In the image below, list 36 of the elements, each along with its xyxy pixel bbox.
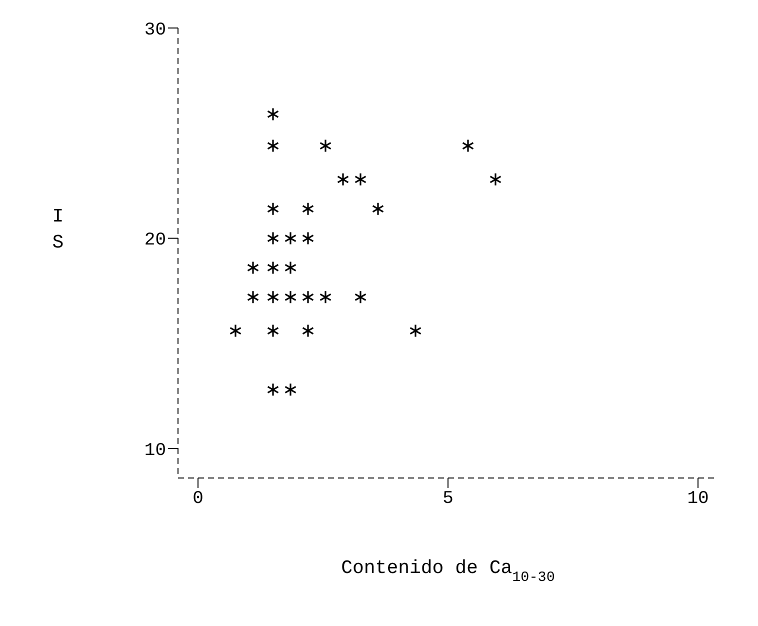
y-tick-label: 30 (144, 20, 166, 40)
point (302, 290, 314, 304)
point (409, 324, 422, 338)
x-tick-label: 0 (192, 488, 204, 509)
point (266, 260, 280, 275)
y-tick-label: 20 (144, 230, 166, 251)
point (266, 290, 280, 304)
point (266, 382, 280, 396)
point (284, 290, 297, 304)
point (489, 172, 502, 186)
point (302, 202, 314, 216)
point (266, 324, 280, 338)
point (354, 290, 367, 304)
point (372, 202, 384, 216)
point (266, 107, 280, 122)
point (319, 290, 332, 304)
x-axis-title: Contenido de Ca$_{10-30}$ (341, 557, 555, 586)
point (354, 172, 367, 186)
x-tick-label: 10 (687, 488, 709, 509)
point (319, 138, 332, 153)
point (284, 382, 297, 396)
point (462, 138, 474, 153)
point (246, 290, 260, 304)
point (302, 324, 314, 338)
point (302, 231, 314, 246)
point (266, 138, 280, 153)
point (284, 260, 297, 275)
point (266, 202, 280, 216)
y-axis-title: IS (52, 206, 64, 254)
point (229, 324, 242, 338)
point (284, 231, 297, 246)
y-tick-label: 10 (144, 440, 166, 461)
point (246, 260, 260, 275)
point (266, 231, 280, 246)
point (336, 172, 350, 186)
x-tick-label: 5 (442, 488, 454, 509)
